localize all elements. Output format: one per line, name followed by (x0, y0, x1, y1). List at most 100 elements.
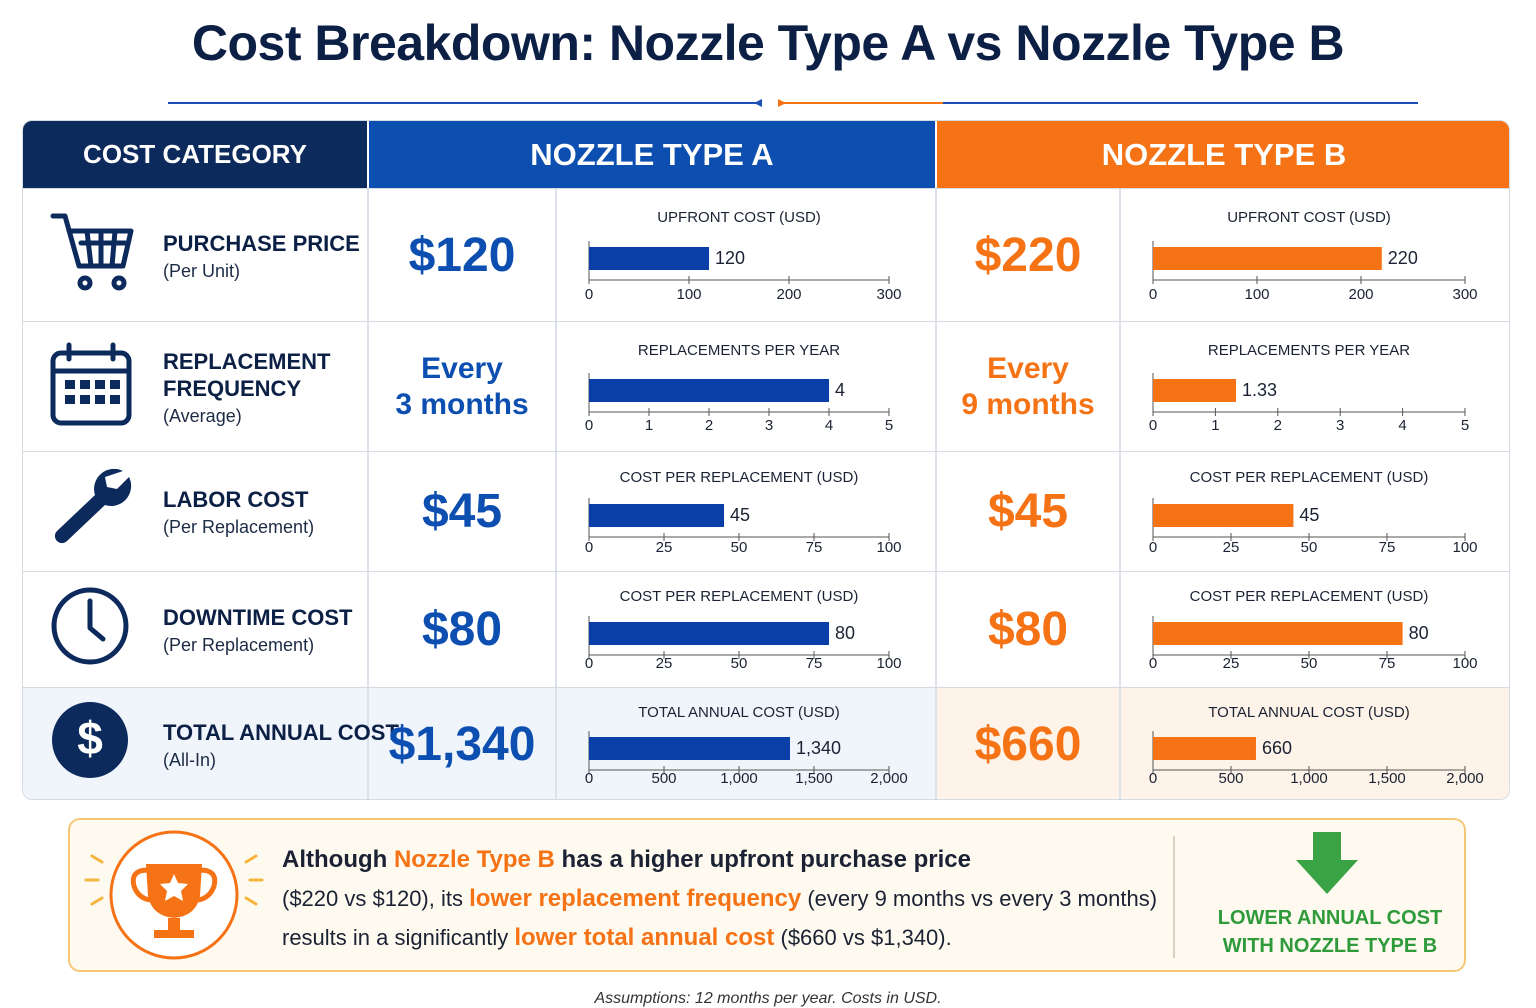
cell-border (1119, 572, 1121, 688)
table-row: PURCHASE PRICE (Per Unit) $120 UPFRONT COST… (23, 188, 1509, 322)
chart-title: UPFRONT COST (USD) (657, 209, 821, 226)
data-label: 45 (1299, 505, 1319, 525)
summary-segment: Nozzle Type B (393, 846, 555, 873)
summary-segment: ($220 vs $120), its (282, 886, 470, 911)
category-label: PURCHASE PRICE (163, 230, 360, 256)
chart-title: REPLACEMENTS PER YEAR (638, 342, 840, 359)
cell-border (1119, 189, 1121, 322)
category-label: REPLACEMENT (163, 348, 331, 374)
x-tick-label: 25 (656, 539, 673, 556)
x-tick-label: 200 (776, 286, 801, 303)
mini-chart: UPFRONT COST (USD) 0 100 200 300 120 (585, 209, 902, 303)
summary-graphics (84, 830, 1358, 960)
category-cell: DOWNTIME COST (Per Replacement) (163, 572, 352, 688)
footnote: Assumptions: 12 months per year. Costs i… (594, 990, 942, 1007)
x-tick-label: 5 (1461, 417, 1469, 434)
x-tick-label: 2,000 (870, 770, 908, 787)
x-tick-label: 50 (1301, 539, 1318, 556)
data-label: 80 (835, 623, 855, 643)
bar (1153, 622, 1403, 645)
data-label: 120 (715, 248, 745, 268)
value-cell: $220 (937, 189, 1119, 322)
category-label: DOWNTIME COST (163, 605, 353, 630)
x-tick-label: 0 (1149, 539, 1157, 556)
callout-line: LOWER ANNUAL COST (1217, 907, 1443, 929)
x-tick-label: 100 (876, 655, 901, 672)
x-tick-label: 1,000 (720, 770, 758, 787)
summary-segment: lower replacement frequency (469, 885, 802, 912)
x-tick-label: 0 (585, 770, 593, 787)
x-tick-label: 75 (1379, 655, 1396, 672)
data-label: 45 (730, 505, 750, 525)
value-text: 9 months (961, 388, 1095, 421)
x-tick-label: 200 (1348, 286, 1373, 303)
value-text: 3 months (395, 388, 529, 421)
data-label: 220 (1388, 248, 1418, 268)
cell-border (555, 688, 557, 799)
cell-border (555, 452, 557, 572)
table-row: REPLACEMENT FREQUENCY (Average) Every 3 mont… (23, 321, 1509, 452)
data-label: 660 (1262, 738, 1292, 758)
table-row: TOTAL ANNUAL COST (All-In) $1,340 TOTAL ANN… (23, 687, 1509, 799)
x-tick-label: 0 (1149, 417, 1157, 434)
x-tick-label: 300 (876, 286, 901, 303)
value-text: $660 (974, 718, 1082, 771)
x-tick-label: 100 (1244, 286, 1269, 303)
value-cell: $120 (369, 189, 555, 322)
value-cell: Every 3 months (369, 322, 555, 452)
value-cell: $80 (937, 572, 1119, 688)
bar (1153, 247, 1382, 270)
cell-border (555, 572, 557, 688)
x-tick-label: 25 (1223, 655, 1240, 672)
category-label: LABOR COST (163, 487, 309, 512)
x-tick-label: 0 (1149, 286, 1157, 303)
header-cell: COST CATEGORY (23, 121, 367, 188)
summary-box: Although Nozzle Type B has a higher upfr… (68, 818, 1466, 972)
x-tick-label: 1,500 (795, 770, 833, 787)
cell-border (935, 322, 937, 452)
x-tick-label: 500 (1218, 770, 1243, 787)
category-cell: TOTAL ANNUAL COST (All-In) (163, 688, 399, 799)
value-cell: Every 9 months (937, 322, 1119, 452)
chart-title: COST PER REPLACEMENT (USD) (620, 469, 859, 486)
header-cell: NOZZLE TYPE B (937, 121, 1509, 188)
cell-border (367, 452, 369, 572)
x-tick-label: 500 (651, 770, 676, 787)
data-label: 4 (835, 380, 845, 400)
category-note: (Per Replacement) (163, 635, 315, 655)
svg-text:$: $ (77, 712, 103, 764)
summary-segment: (every 9 months vs every 3 months) (801, 886, 1158, 911)
value-cell: $660 (937, 688, 1119, 799)
cell-border (935, 452, 937, 572)
value-text: $120 (408, 228, 516, 282)
category-cell: REPLACEMENT FREQUENCY (Average) (163, 322, 330, 452)
data-label: 1,340 (796, 738, 841, 758)
chart-title: REPLACEMENTS PER YEAR (1208, 342, 1410, 359)
bar (1153, 504, 1294, 527)
cell-border (367, 189, 369, 322)
cell-border (935, 688, 937, 799)
value-text: Every (987, 352, 1069, 385)
mini-chart: REPLACEMENTS PER YEAR 0 1 2 3 4 5 4 (585, 342, 893, 434)
x-tick-label: 0 (1149, 770, 1157, 787)
data-label: 1.33 (1242, 380, 1277, 400)
mini-chart: REPLACEMENTS PER YEAR 0 1 2 3 4 5 1.33 (1149, 342, 1469, 434)
value-text: $1,340 (388, 718, 536, 771)
bar (589, 622, 829, 645)
summary-segment: ($660 vs $1,340). (774, 925, 952, 950)
chart-title: COST PER REPLACEMENT (USD) (1190, 588, 1429, 605)
chart-title: UPFRONT COST (USD) (1227, 209, 1391, 226)
x-tick-label: 1,000 (1290, 770, 1328, 787)
x-tick-label: 25 (656, 655, 673, 672)
x-tick-label: 2 (1274, 417, 1282, 434)
bar (589, 247, 709, 270)
title-divider (168, 99, 1418, 107)
header-cell: NOZZLE TYPE A (369, 121, 935, 188)
bar (1153, 737, 1256, 760)
cell-border (935, 189, 937, 322)
x-tick-label: 0 (585, 655, 593, 672)
x-tick-label: 4 (1398, 417, 1406, 434)
table-row: DOWNTIME COST (Per Replacement) $80 COST PE… (23, 571, 1509, 688)
mini-chart: TOTAL ANNUAL COST (USD) 0 500 1,000 1,500 2,0… (1149, 704, 1484, 787)
mini-chart: COST PER REPLACEMENT (USD) 0 25 50 75 100 45 (1149, 469, 1478, 556)
